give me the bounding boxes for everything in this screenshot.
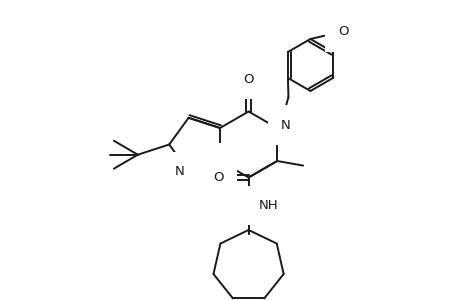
Text: NH: NH [258,199,278,212]
Text: N: N [174,165,184,178]
Text: O: O [243,73,253,86]
Text: O: O [337,26,348,38]
Text: O: O [213,171,224,184]
Text: N: N [280,118,290,131]
Text: N: N [208,157,218,169]
